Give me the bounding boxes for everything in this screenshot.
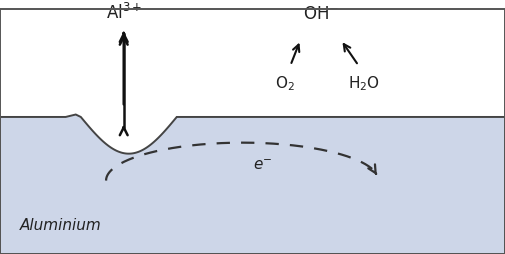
Text: Aluminium: Aluminium xyxy=(20,217,102,232)
Polygon shape xyxy=(0,115,505,254)
Text: Al$^{3+}$: Al$^{3+}$ xyxy=(106,2,142,22)
Text: O$_2$: O$_2$ xyxy=(275,74,295,93)
Text: OH$^{-}$: OH$^{-}$ xyxy=(302,5,339,22)
Text: H$_2$O: H$_2$O xyxy=(347,74,380,93)
Text: e$^{-}$: e$^{-}$ xyxy=(253,157,272,172)
